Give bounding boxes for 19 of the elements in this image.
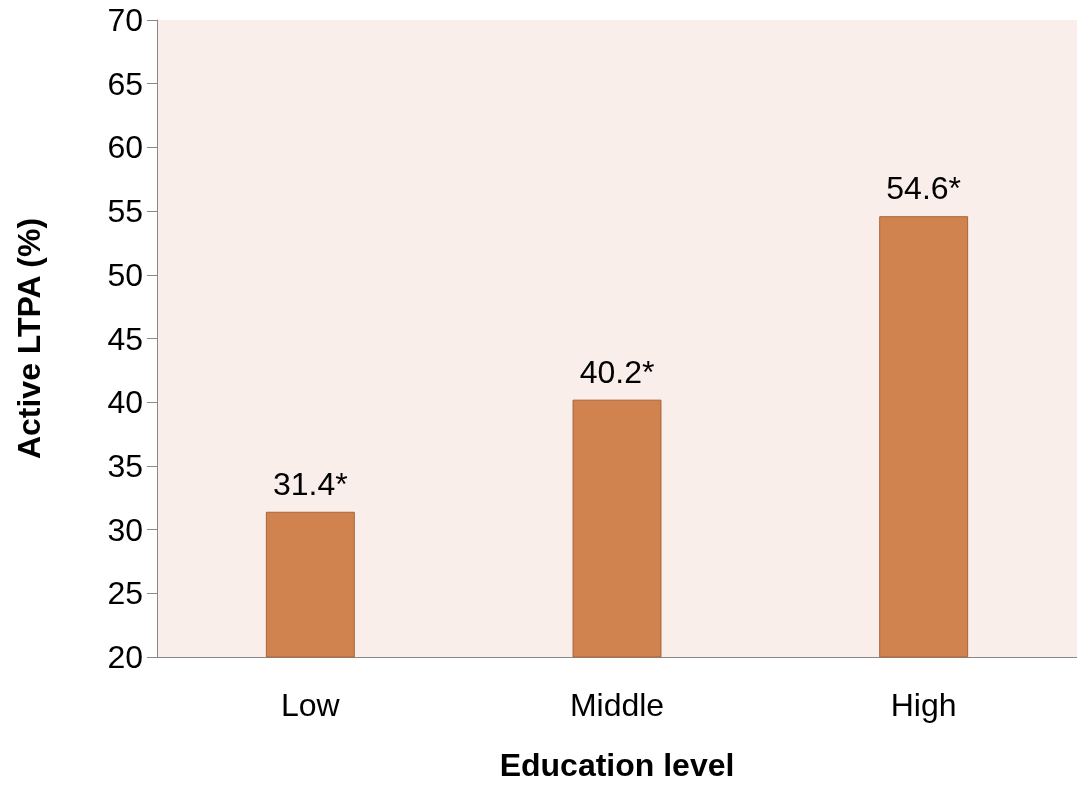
data-label: 54.6* <box>886 170 962 207</box>
y-tick-label: 50 <box>107 256 143 293</box>
y-tick-label: 40 <box>107 384 143 421</box>
x-tick-label: Middle <box>569 687 665 723</box>
data-label: 31.4* <box>272 465 348 502</box>
y-tick-label: 35 <box>107 447 143 484</box>
data-label: 40.2* <box>579 353 655 390</box>
y-tick-label: 30 <box>107 511 143 548</box>
y-tick-label: 25 <box>107 575 143 612</box>
x-tick-label: High <box>890 687 957 723</box>
y-tick-label: 55 <box>107 193 143 230</box>
x-axis-title: Education level <box>499 747 735 783</box>
y-tick-label: 60 <box>107 129 143 166</box>
x-tick-label: Low <box>280 687 341 723</box>
y-tick-label: 20 <box>107 639 143 675</box>
y-tick-label: 45 <box>107 320 143 357</box>
y-axis-title: Active LTPA (%) <box>11 217 47 460</box>
y-tick-label: 70 <box>107 2 143 38</box>
y-tick-label: 65 <box>107 65 143 102</box>
